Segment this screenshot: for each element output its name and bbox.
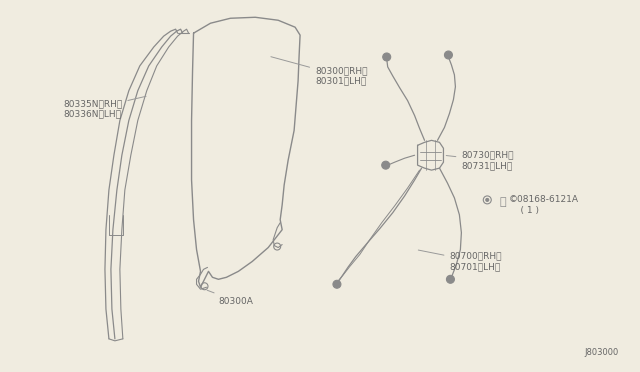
Circle shape xyxy=(449,278,452,281)
Text: 80300A: 80300A xyxy=(207,290,253,306)
Circle shape xyxy=(486,199,488,201)
Circle shape xyxy=(447,54,450,57)
Text: 80300〈RH〉
80301〈LH〉: 80300〈RH〉 80301〈LH〉 xyxy=(271,57,367,86)
Text: 80700〈RH〉
80701〈LH〉: 80700〈RH〉 80701〈LH〉 xyxy=(419,250,502,271)
Circle shape xyxy=(335,283,339,286)
Circle shape xyxy=(486,198,489,201)
Text: ©08168-6121A
    ( 1 ): ©08168-6121A ( 1 ) xyxy=(498,195,579,215)
Text: J803000: J803000 xyxy=(584,348,619,357)
Circle shape xyxy=(383,53,390,61)
Circle shape xyxy=(385,55,388,58)
Circle shape xyxy=(444,51,452,59)
Circle shape xyxy=(384,164,387,167)
Text: 80730〈RH〉
80731〈LH〉: 80730〈RH〉 80731〈LH〉 xyxy=(446,151,514,170)
Circle shape xyxy=(381,161,390,169)
Text: 80335N〈RH〉
80336N〈LH〉: 80335N〈RH〉 80336N〈LH〉 xyxy=(63,96,146,118)
Circle shape xyxy=(447,275,454,283)
Text: Ⓢ: Ⓢ xyxy=(499,197,506,207)
Circle shape xyxy=(333,280,341,288)
